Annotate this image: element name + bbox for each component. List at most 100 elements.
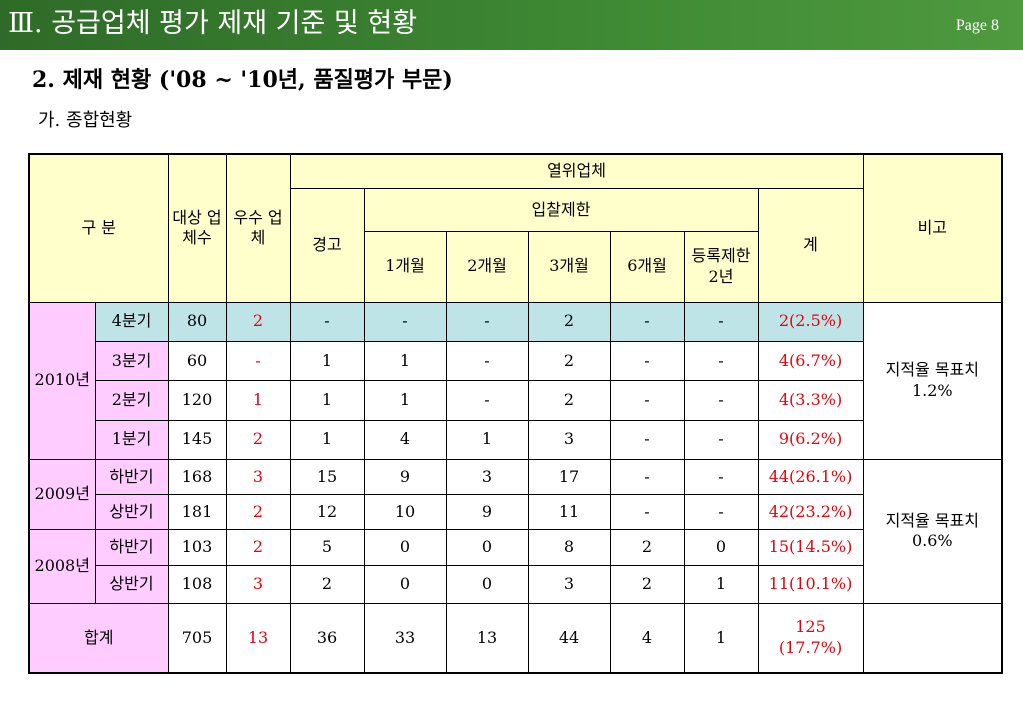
reg-cell: - (683, 301, 759, 342)
total-cell: 9(6.2%) (757, 419, 864, 460)
reg-cell: - (683, 419, 759, 460)
m6-cell: - (609, 494, 685, 531)
m2-cell: 0 (445, 564, 529, 604)
m6-cell: - (609, 380, 685, 421)
targets-cell: 168 (167, 458, 227, 496)
m3-cell: 11 (527, 494, 611, 531)
sum-excellent: 13 (225, 602, 291, 674)
reg-cell: - (683, 458, 759, 496)
m2-cell: 3 (445, 458, 529, 496)
m3-cell: 3 (527, 419, 611, 460)
header-targets: 대상 업체수 (167, 153, 227, 303)
targets-cell: 145 (167, 419, 227, 460)
table-row: 3분기 60 - 1 1 - 2 - - 4(6.7%) (29, 340, 1002, 382)
targets-cell: 60 (167, 340, 227, 382)
section-subtitle: 가. 종합현황 (38, 110, 133, 131)
m2-cell: - (445, 340, 529, 382)
total-cell: 42(23.2%) (757, 494, 864, 531)
table-row: 상반기 108 3 2 0 0 3 2 1 11(10.1%) (29, 564, 1002, 604)
m3-cell: 2 (527, 380, 611, 421)
header-registration-limit: 등록제한 2년 (683, 231, 759, 303)
m1-cell: 4 (363, 419, 447, 460)
m1-cell: 0 (363, 529, 447, 566)
m2-cell: 9 (445, 494, 529, 531)
m2-cell: 0 (445, 529, 529, 566)
targets-cell: 181 (167, 494, 227, 531)
period-label: 하반기 (94, 529, 169, 566)
header-total: 계 (757, 187, 864, 303)
period-label: 상반기 (94, 564, 169, 604)
warning-cell: - (289, 301, 365, 342)
remarks-line: 지적율 목표치 (885, 359, 980, 379)
header-2-month: 2개월 (445, 231, 529, 303)
period-label: 3분기 (94, 340, 169, 382)
warning-cell: 2 (289, 564, 365, 604)
m1-cell: 1 (363, 380, 447, 421)
sum-m2: 13 (445, 602, 529, 674)
m1-cell: - (363, 301, 447, 342)
excellent-cell: 2 (225, 301, 291, 342)
warning-cell: 12 (289, 494, 365, 531)
total-cell: 2(2.5%) (757, 301, 864, 342)
period-label: 2분기 (94, 380, 169, 421)
sum-total-count: 125 (795, 617, 826, 637)
warning-cell: 1 (289, 380, 365, 421)
m3-cell: 17 (527, 458, 611, 496)
warning-cell: 15 (289, 458, 365, 496)
table-row: 2분기 120 1 1 1 - 2 - - 4(3.3%) (29, 380, 1002, 421)
total-cell: 44(26.1%) (757, 458, 864, 496)
header-6-month: 6개월 (609, 231, 685, 303)
m2-cell: - (445, 301, 529, 342)
excellent-cell: 3 (225, 564, 291, 604)
m3-cell: 3 (527, 564, 611, 604)
excellent-cell: 2 (225, 494, 291, 531)
total-cell: 4(3.3%) (757, 380, 864, 421)
header-bid-restriction: 입찰제한 (363, 187, 759, 233)
year-label: 2009년 (28, 458, 96, 531)
targets-cell: 108 (167, 564, 227, 604)
table-row: 상반기 181 2 12 10 9 11 - - 42(23.2%) (29, 494, 1002, 531)
table-row: 2010년 4분기 80 2 - - - 2 - - 2(2.5%) 지적율 목… (28, 301, 1003, 460)
targets-cell: 103 (167, 529, 227, 566)
table-row: 2008년 하반기 103 2 5 0 0 8 2 0 15(14.5%) (28, 529, 1002, 604)
total-cell: 11(10.1%) (757, 564, 864, 604)
excellent-cell: - (225, 340, 291, 382)
remarks-value: 1.2% (911, 380, 953, 400)
page-number: Page 8 (955, 17, 999, 34)
reg-cell: - (683, 380, 759, 421)
sum-total-percent: (17.7%) (778, 637, 843, 657)
m2-cell: 1 (445, 419, 529, 460)
remarks-value: 0.6% (911, 531, 953, 551)
reg-cell: - (683, 340, 759, 382)
period-label: 상반기 (94, 494, 169, 531)
section-title: 2. 제재 현황 ('08 ~ '10년, 품질평가 부문) (32, 67, 453, 93)
header-1-month: 1개월 (363, 231, 447, 303)
reg-cell: 0 (683, 529, 759, 566)
slide-title: Ⅲ. 공급업체 평가 제재 기준 및 현황 (8, 8, 418, 39)
targets-cell: 80 (167, 301, 227, 342)
sum-targets: 705 (167, 602, 227, 674)
total-row: 합계 705 13 36 33 13 44 4 1 125 (17.7%) (28, 602, 1002, 674)
period-label: 4분기 (94, 301, 169, 342)
remarks-line: 지적율 목표치 (885, 510, 980, 530)
sanction-table: 구 분 대상 업체수 우수 업체 열위업체 비고 경고 입찰제한 계 1개월 2… (28, 153, 1004, 674)
year-label: 2010년 (28, 301, 96, 460)
excellent-cell: 2 (225, 419, 291, 460)
m6-cell: - (609, 458, 685, 496)
m6-cell: 2 (609, 529, 685, 566)
header-excellent: 우수 업체 (225, 153, 291, 303)
sum-reg: 1 (683, 602, 759, 674)
targets-cell: 120 (167, 380, 227, 421)
remarks-cell: 지적율 목표치 0.6% (862, 458, 1003, 604)
header-inferior: 열위업체 (289, 153, 864, 189)
sum-m3: 44 (527, 602, 611, 674)
m6-cell: - (609, 419, 685, 460)
year-label: 2008년 (28, 529, 96, 604)
m3-cell: 2 (527, 340, 611, 382)
m1-cell: 9 (363, 458, 447, 496)
excellent-cell: 1 (225, 380, 291, 421)
m2-cell: - (445, 380, 529, 421)
m6-cell: 2 (609, 564, 685, 604)
excellent-cell: 3 (225, 458, 291, 496)
warning-cell: 1 (289, 419, 365, 460)
